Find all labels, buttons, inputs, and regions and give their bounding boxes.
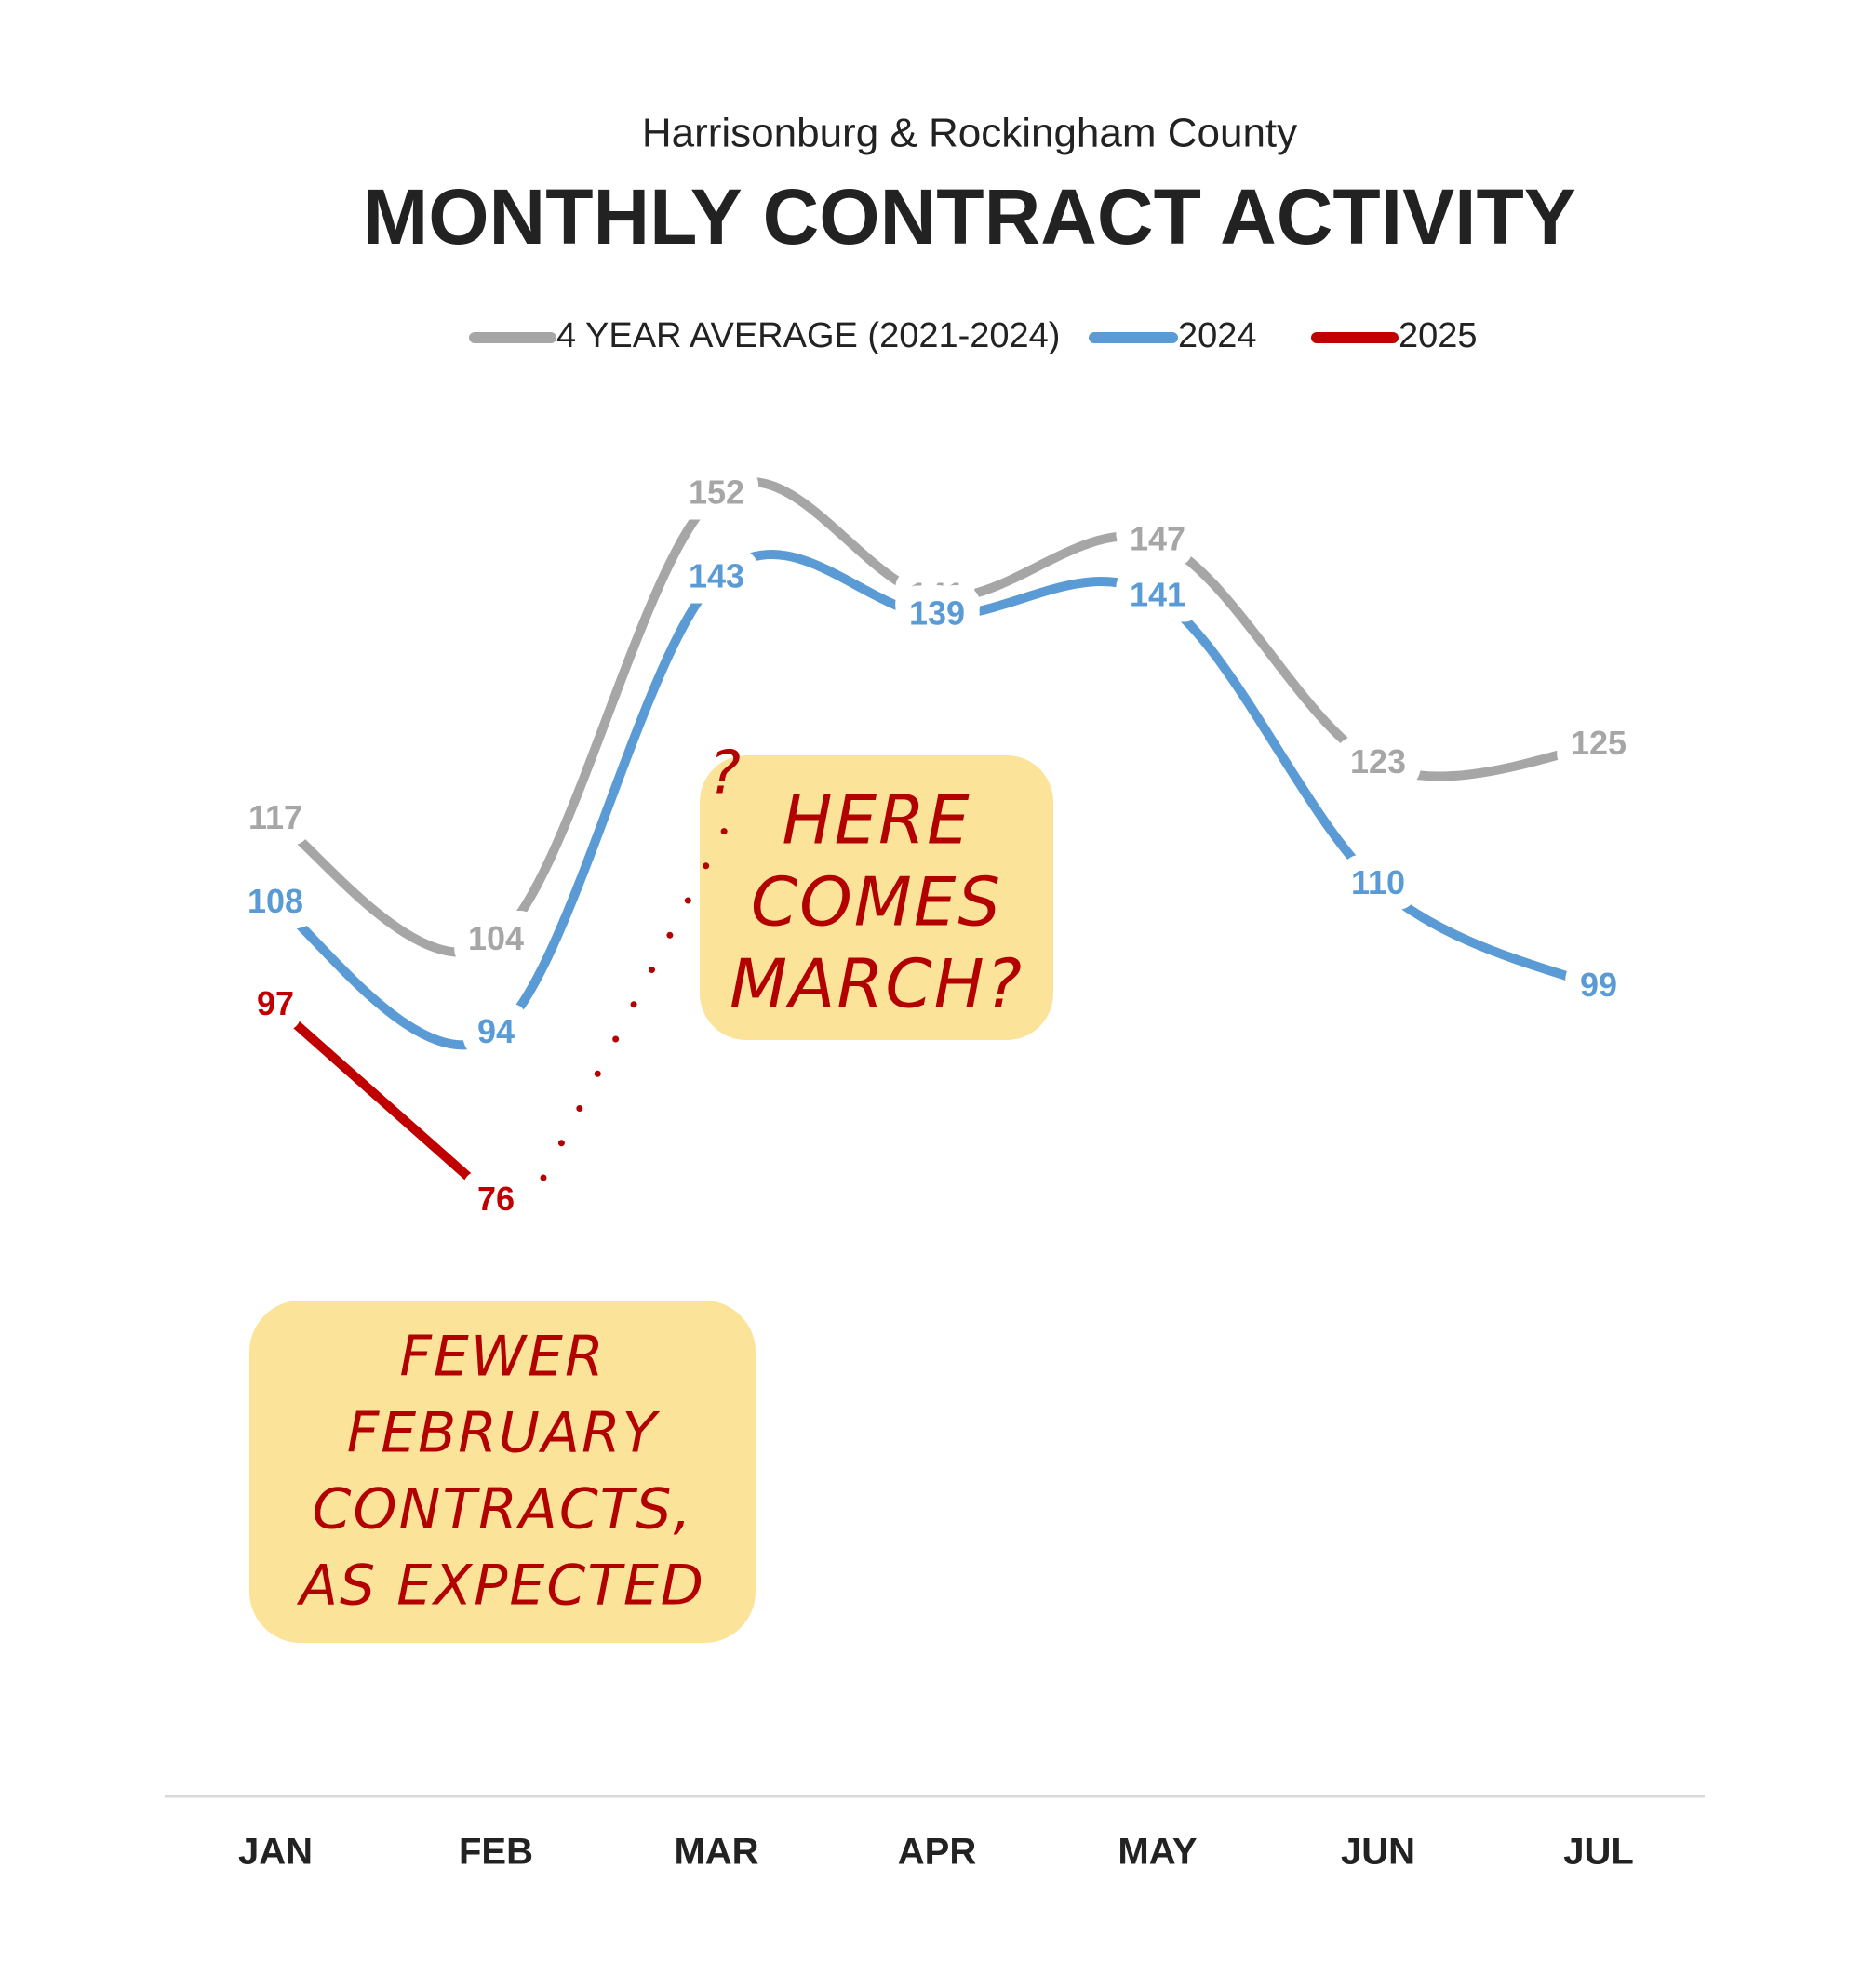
data-label: 76 xyxy=(477,1180,515,1218)
annotation: COMES xyxy=(751,863,1002,941)
annotation: ? xyxy=(709,740,743,808)
legend-label: 4 YEAR AVERAGE (2021-2024) xyxy=(556,316,1060,355)
x-tick-label: APR xyxy=(898,1832,977,1873)
chart-subtitle: Harrisonburg & Rockingham County xyxy=(642,111,1297,156)
data-label: 97 xyxy=(257,984,294,1022)
x-tick-label: FEB xyxy=(459,1832,533,1873)
series-line xyxy=(271,1001,501,1207)
annotation: AS EXPECTED xyxy=(296,1554,705,1619)
annotation: FEBRUARY xyxy=(347,1401,661,1466)
x-tick-label: JAN xyxy=(238,1832,313,1873)
data-label: 125 xyxy=(1571,724,1627,762)
annotation: FEWER xyxy=(399,1325,605,1390)
data-label: 147 xyxy=(1130,519,1185,557)
data-label: 104 xyxy=(468,919,524,957)
x-tick-label: MAR xyxy=(674,1832,758,1873)
chart-title: MONTHLY CONTRACT ACTIVITY xyxy=(363,173,1576,260)
annotation-highlight xyxy=(249,755,1053,1643)
x-tick-label: JUL xyxy=(1563,1832,1634,1873)
series-line xyxy=(271,550,1603,1050)
annotation: CONTRACTS, xyxy=(312,1477,692,1542)
data-label: 110 xyxy=(1351,863,1405,901)
data-label: 117 xyxy=(248,798,302,836)
legend-label: 2024 xyxy=(1178,316,1257,355)
legend-label: 2025 xyxy=(1399,316,1478,355)
data-label: 143 xyxy=(689,556,744,594)
data-label: 123 xyxy=(1350,742,1406,781)
data-label: 152 xyxy=(689,473,744,511)
annotation: MARCH? xyxy=(730,945,1024,1023)
x-tick-label: MAY xyxy=(1118,1832,1198,1873)
highlight xyxy=(700,755,1053,1040)
data-label: 99 xyxy=(1580,966,1617,1004)
series-line xyxy=(271,477,1603,957)
highlight xyxy=(249,1301,756,1643)
data-label: 139 xyxy=(909,594,965,632)
legend: 4 YEAR AVERAGE (2021-2024) 2024 2025 xyxy=(469,316,1478,355)
x-tick-label: JUN xyxy=(1341,1832,1415,1873)
data-label: 108 xyxy=(248,882,303,920)
data-label: 141 xyxy=(1130,575,1185,613)
data-label: 94 xyxy=(477,1012,515,1050)
annotation: HERE xyxy=(782,781,971,860)
dotted-arrow xyxy=(540,824,730,1181)
